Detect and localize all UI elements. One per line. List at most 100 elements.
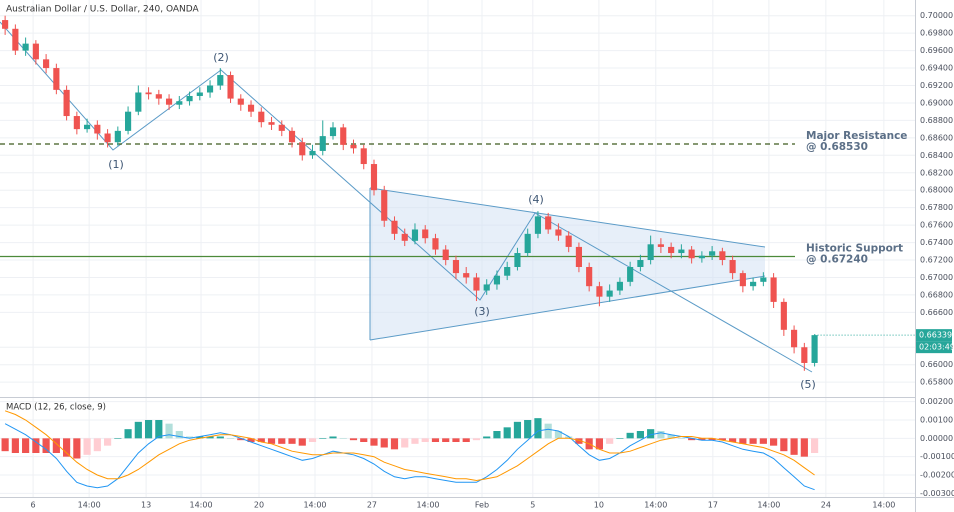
triangle-top [369,187,766,248]
histogram-bar [739,438,747,444]
candle-body [94,124,101,134]
last-price-tag [916,329,952,342]
y-tick-label: 0.66800 [920,290,953,299]
histogram-bar [83,438,91,455]
candle-body [586,266,593,287]
candle-body [698,255,705,259]
candle-body [12,28,19,51]
candle-body [288,130,296,143]
histogram-bar [370,438,378,446]
candle-body [104,133,111,143]
histogram-bar [780,438,788,452]
candle-body [340,127,347,145]
candle-body [63,89,70,117]
triangle-bottom [369,275,766,341]
histogram-bar [421,438,429,442]
histogram-bar [698,438,706,441]
histogram-bar [626,432,634,439]
histogram-bar [503,427,511,439]
candle-body [514,253,521,267]
candle-body [391,220,398,234]
candle-body [350,144,357,149]
candle-body [627,266,634,282]
candle-body [237,98,244,105]
x-tick-label: 24 [821,501,831,510]
candle-body [155,94,162,99]
x-tick-label: 13 [141,501,151,510]
y-tick-label: 0.70000 [920,11,953,20]
y-tick-label: 0.69200 [920,81,953,90]
x-tick-label: 6 [31,501,36,510]
histogram-bar [595,438,603,450]
histogram-bar [759,438,767,444]
y-tick-label: -0.00200 [920,471,954,480]
histogram-bar [42,438,50,453]
histogram-bar [206,436,214,439]
candle-body [422,229,429,239]
histogram-bar [124,429,132,439]
histogram-bar [472,438,481,441]
y-tick-label: 0.00000 [920,434,953,443]
candle-body [196,92,203,96]
candle-body [504,266,511,276]
candle-body [319,136,326,151]
macd-title: MACD (12, 26, close, 9) [6,403,106,413]
x-tick-label: 17 [708,501,718,510]
histogram-bar [524,420,532,439]
histogram-bar [360,438,368,442]
histogram-bar [22,438,30,453]
candle-body [299,142,306,156]
candle-body [309,150,316,156]
histogram-bar [462,438,470,442]
wave-label: (4) [528,193,544,206]
y-tick-label: 0.69000 [920,98,953,107]
wave-label: (1) [108,158,124,171]
histogram-bar [278,438,286,444]
histogram-bar [11,438,19,453]
candle-body [791,329,798,348]
y-tick-label: 0.65800 [920,378,953,387]
histogram-bar [636,431,644,439]
candle-body [401,233,408,241]
x-tick-label: 14:00 [872,501,895,510]
histogram-bar [442,438,450,442]
histogram-bar [729,438,737,442]
histogram-bar [534,418,542,439]
candle-body [709,251,716,256]
candle-body [770,277,777,302]
level-label: Major Resistance [806,130,907,142]
y-tick-label: 0.67200 [920,256,953,265]
y-tick-label: 0.68600 [920,133,953,142]
candle-body [432,238,439,250]
y-tick-label: 0.69800 [920,29,953,38]
histogram-bar [513,421,522,439]
candle-body [22,43,29,51]
triangle-fill [370,188,765,340]
candle-body [43,59,50,69]
candle-body [780,301,787,330]
candle-body [165,98,173,105]
histogram-bar [339,438,347,439]
histogram-bar [349,438,358,441]
candle-body [452,260,460,274]
candle-body [53,68,60,90]
candle-body [473,277,480,291]
y-tick-label: 0.67600 [920,221,953,230]
candle-body [483,284,490,291]
candle-body [688,249,695,259]
histogram-bar [452,438,460,442]
candle-body [32,43,39,60]
candle-body [411,229,419,241]
countdown-tag [916,341,952,354]
histogram-bar [73,438,81,459]
y-tick-label: 0.66600 [920,308,953,317]
candle-body [760,277,767,282]
y-tick-label: 0.68200 [920,168,953,177]
histogram-bar [329,436,337,439]
candle-body [719,251,726,261]
histogram-bar [63,438,71,457]
macd-line [4,410,815,482]
candle-body [176,101,183,105]
histogram-bar [575,438,583,444]
